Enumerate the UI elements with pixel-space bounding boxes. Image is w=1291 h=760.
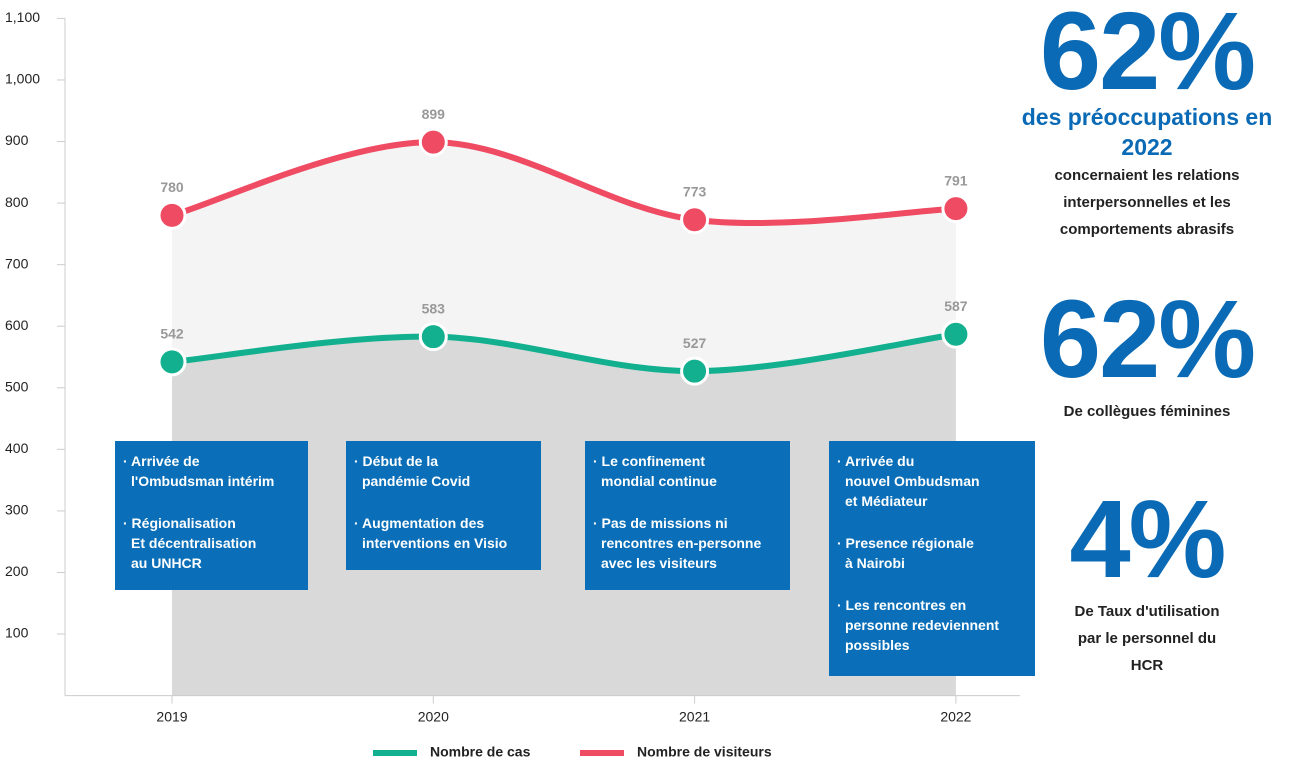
y-tick-label: 700 <box>5 255 29 271</box>
annotation-item: · Arrivée de l'Ombudsman intérim <box>123 451 300 491</box>
x-tick-label: 2022 <box>940 709 971 725</box>
data-label: 583 <box>422 300 446 316</box>
point <box>680 205 710 235</box>
stat-block: 62% De collègues féminines <box>1007 278 1287 425</box>
data-label: 542 <box>160 326 184 342</box>
annotation-line: et Médiateur <box>845 493 928 509</box>
stat-text: par le personnel du <box>1077 630 1217 647</box>
x-tick-label: 2021 <box>679 709 710 725</box>
stat-text: De collègues féminines <box>1063 403 1231 420</box>
annotation-line: · Pas de missions ni <box>593 515 728 531</box>
annotation-line: · Presence régionale <box>837 535 974 551</box>
stat-text: De Taux d'utilisation <box>1074 603 1220 620</box>
annotation-line: · Arrivée du <box>837 453 915 469</box>
data-label: 791 <box>944 172 968 188</box>
stat-text-group: De collègues féminines <box>1007 398 1287 425</box>
annotation-line: nouvel Ombudsman <box>845 473 980 489</box>
annotation-box: · Arrivée du nouvel Ombudsman et Médiateur… <box>829 441 1035 676</box>
annotation-box: · Le confinement mondial continue · Pas de… <box>585 441 790 590</box>
stat-text: interpersonnelles et les <box>1063 194 1231 211</box>
annotation-line: · Arrivée de <box>123 453 200 469</box>
data-label: 773 <box>683 183 707 199</box>
data-label: 527 <box>683 335 707 351</box>
data-label: 899 <box>422 106 446 122</box>
annotation-line: · Le confinement <box>593 453 706 469</box>
legend-label: Nombre de cas <box>430 744 531 760</box>
stat-value: 62% <box>1039 0 1256 113</box>
y-tick-label: 800 <box>5 194 29 210</box>
annotation-line: au UNHCR <box>131 555 202 571</box>
line <box>171 139 957 226</box>
annotation-item: · Pas de missions ni rencontres en-person… <box>593 513 782 573</box>
annotation-line: mondial continue <box>601 473 717 489</box>
annotation-box: · Début de la pandémie Covid · Augmentatio… <box>346 441 541 570</box>
annotation-item: · Presence régionale à Nairobi <box>837 533 1027 573</box>
y-tick-label: 500 <box>5 378 29 394</box>
point <box>680 356 710 386</box>
annotation-item: · Les rencontres en personne redeviennent… <box>837 595 1027 655</box>
stat-value: 4% <box>1069 478 1227 601</box>
legend-label: Nombre de visiteurs <box>637 744 772 760</box>
annotation-line: · Augmentation des <box>354 515 485 531</box>
point <box>418 322 448 352</box>
annotation-line: possibles <box>845 637 910 653</box>
point <box>941 194 971 224</box>
annotation-line: Et décentralisation <box>131 535 257 551</box>
y-tick-label: 900 <box>5 132 29 148</box>
annotation-line: rencontres en-personne <box>601 535 762 551</box>
annotation-line: l'Ombudsman intérim <box>131 473 275 489</box>
annotation-item: · Le confinement mondial continue <box>593 451 782 491</box>
stat-value: 62% <box>1039 278 1256 401</box>
stat-text-group: De Taux d'utilisation par le personnel du… <box>1007 598 1287 679</box>
line <box>171 331 957 375</box>
annotation-line: personne redeviennent <box>845 617 1000 633</box>
stat-text: concernaient les relations <box>1054 167 1240 184</box>
y-tick-label: 1,100 <box>5 9 40 25</box>
data-label: 587 <box>944 298 968 314</box>
annotation-line: · Régionalisation <box>123 515 236 531</box>
point <box>941 319 971 349</box>
y-tick-label: 400 <box>5 440 29 456</box>
point <box>418 127 448 157</box>
point <box>157 200 187 230</box>
point <box>157 347 187 377</box>
annotation-line: · Début de la <box>354 453 439 469</box>
stat-text: HCR <box>1130 657 1164 674</box>
data-label: 780 <box>160 179 184 195</box>
annotation-item: · Régionalisation Et décentralisation au U… <box>123 513 300 573</box>
annotation-line: à Nairobi <box>845 555 905 571</box>
stat-subtitle: des préoccupations en <box>1021 104 1273 130</box>
stat-text: comportements abrasifs <box>1059 221 1235 238</box>
stat-subtitle: 2022 <box>1121 134 1173 160</box>
stat-block: 4% De Taux d'utilisation par le personnel … <box>1007 478 1287 679</box>
annotation-line: avec les visiteurs <box>601 555 717 571</box>
y-tick-label: 200 <box>5 563 29 579</box>
annotation-line: pandémie Covid <box>362 473 471 489</box>
x-tick-label: 2019 <box>156 709 187 725</box>
annotation-item: · Augmentation des interventions en Visio <box>354 513 533 553</box>
stat-text-group: concernaient les relations interpersonnel… <box>1007 162 1287 243</box>
annotation-item: · Arrivée du nouvel Ombudsman et Médiateur <box>837 451 1027 511</box>
y-tick-label: 1,000 <box>5 71 40 87</box>
y-tick-label: 100 <box>5 625 29 641</box>
annotation-line: interventions en Visio <box>362 535 508 551</box>
x-tick-label: 2020 <box>418 709 449 725</box>
annotation-box: · Arrivée de l'Ombudsman intérim · Régiona… <box>115 441 308 590</box>
y-tick-label: 600 <box>5 317 29 333</box>
stat-block: 62% des préoccupations en 2022 concernaient… <box>1007 0 1287 243</box>
y-tick-label: 300 <box>5 502 29 518</box>
area <box>172 334 956 696</box>
annotation-line: · Les rencontres en <box>837 597 967 613</box>
annotation-item: · Début de la pandémie Covid <box>354 451 533 491</box>
